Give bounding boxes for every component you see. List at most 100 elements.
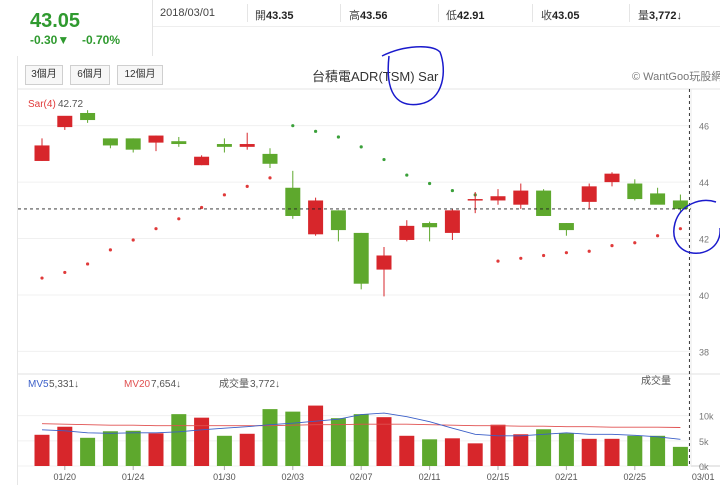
- price-axis-ticks: 46 44 42 40 38: [699, 122, 709, 358]
- candle-body: [672, 200, 688, 209]
- sar-point: [610, 244, 614, 248]
- date-tick-label: 03/01: [692, 472, 715, 482]
- volume-bar: [57, 426, 73, 466]
- sar-point: [382, 157, 386, 162]
- quote-high-label: 高: [349, 10, 360, 22]
- sar-point: [428, 181, 432, 186]
- volume-bar: [627, 435, 643, 466]
- mv5-legend-value: 5,331↓: [49, 379, 79, 390]
- sar-point: [63, 270, 67, 275]
- price-tick-label: 44: [699, 178, 709, 188]
- candle-body: [57, 115, 73, 128]
- volume-tick-label: 0k: [699, 462, 709, 472]
- sar-point: [633, 241, 637, 245]
- date-tick-label: 02/11: [419, 472, 441, 482]
- volume-bar: [148, 433, 164, 466]
- quote-close: 收43.05: [541, 7, 580, 23]
- date-tick-label: 02/21: [555, 472, 578, 482]
- sar-point: [291, 124, 295, 128]
- volume-bar: [102, 431, 118, 466]
- volume-moving-averages: [41, 412, 681, 440]
- price-tick-label: 38: [699, 347, 709, 357]
- volume-bar: [376, 417, 392, 466]
- volume-bar: [171, 414, 187, 466]
- volume-bar: [581, 438, 597, 466]
- sar-legend-label: Sar(4): [28, 99, 56, 110]
- candle-body: [581, 186, 597, 202]
- volume-bar: [262, 409, 278, 466]
- candle-body: [604, 173, 620, 183]
- quote-high-value: 43.56: [360, 10, 388, 22]
- candle-body: [330, 210, 346, 231]
- quote-low-value: 42.91: [457, 10, 485, 22]
- last-price: 43.05: [30, 10, 81, 32]
- sar-point: [359, 145, 363, 149]
- price-change-percent: -0.70%: [82, 33, 121, 47]
- volume-axis-ticks: 10k 5k 0k: [699, 412, 714, 472]
- quote-divider: [629, 4, 630, 22]
- candle-body: [262, 153, 278, 164]
- date-tick-label: 01/24: [122, 472, 145, 482]
- mv20-line: [41, 423, 681, 428]
- price-tick-label: 46: [699, 122, 709, 132]
- price-summary: 43.05 -0.30▼ -0.70%: [0, 0, 153, 56]
- volume-bar: [308, 405, 324, 466]
- candle-body: [308, 200, 324, 235]
- mv20-legend-label: MV20: [124, 379, 151, 390]
- date-tick-label: 02/15: [487, 472, 510, 482]
- volume-bar: [650, 435, 666, 466]
- date-tick-label: 01/30: [213, 472, 236, 482]
- volume-panel-title: 成交量: [641, 374, 671, 387]
- volume-bar: [34, 434, 50, 466]
- sar-point: [200, 205, 204, 210]
- annotation-circle-price: [673, 199, 720, 254]
- quote-divider: [340, 4, 341, 22]
- sar-point: [177, 217, 181, 221]
- volume-bar: [558, 433, 574, 466]
- sar-point: [108, 248, 112, 252]
- candle-body: [285, 187, 301, 216]
- quote-date: 2018/03/01: [160, 7, 216, 19]
- quote-low: 低42.91: [446, 7, 485, 23]
- candle-body: [376, 255, 392, 270]
- volume-bar: [513, 434, 529, 466]
- chart-container: [17, 56, 720, 485]
- range-12-months-button[interactable]: 12個月: [117, 65, 163, 85]
- candle-body: [422, 223, 438, 228]
- candle-body: [80, 112, 96, 121]
- candle-body: [650, 193, 666, 205]
- candle-body: [239, 144, 255, 147]
- sar-point: [587, 249, 591, 253]
- volume-bar: [353, 414, 369, 466]
- date-tick-label: 02/25: [624, 472, 647, 482]
- mv5-legend-label: MV5: [28, 379, 49, 390]
- volume-bar: [80, 437, 96, 466]
- quote-high: 高43.56: [349, 7, 388, 23]
- volume-bar: [467, 443, 483, 466]
- candle-body: [148, 135, 164, 143]
- sar-legend-value: 42.72: [58, 99, 83, 110]
- quote-open-label: 開: [255, 10, 266, 22]
- date-tick-label: 02/07: [350, 472, 373, 482]
- sar-point: [678, 227, 683, 231]
- sar-point: [154, 227, 158, 231]
- sar-point: [131, 238, 135, 242]
- range-3-months-button[interactable]: 3個月: [25, 65, 63, 85]
- price-change: -0.30▼: [30, 33, 70, 47]
- volume-bar: [285, 411, 301, 466]
- date-tick-label: 02/03: [282, 472, 305, 482]
- candle-body: [353, 232, 369, 284]
- range-6-months-button[interactable]: 6個月: [70, 65, 110, 85]
- volume-bar: [216, 435, 232, 466]
- volume-series: [34, 405, 688, 466]
- quote-close-value: 43.05: [552, 10, 580, 22]
- crosshair: [18, 89, 691, 466]
- sar-point: [564, 251, 569, 255]
- volume-tick-label: 5k: [699, 437, 709, 447]
- quote-volume: 量3,772↓: [638, 7, 682, 23]
- candle-body: [399, 225, 415, 240]
- sar-point: [336, 135, 340, 139]
- candle-body: [34, 145, 50, 161]
- volume-bar: [330, 418, 346, 466]
